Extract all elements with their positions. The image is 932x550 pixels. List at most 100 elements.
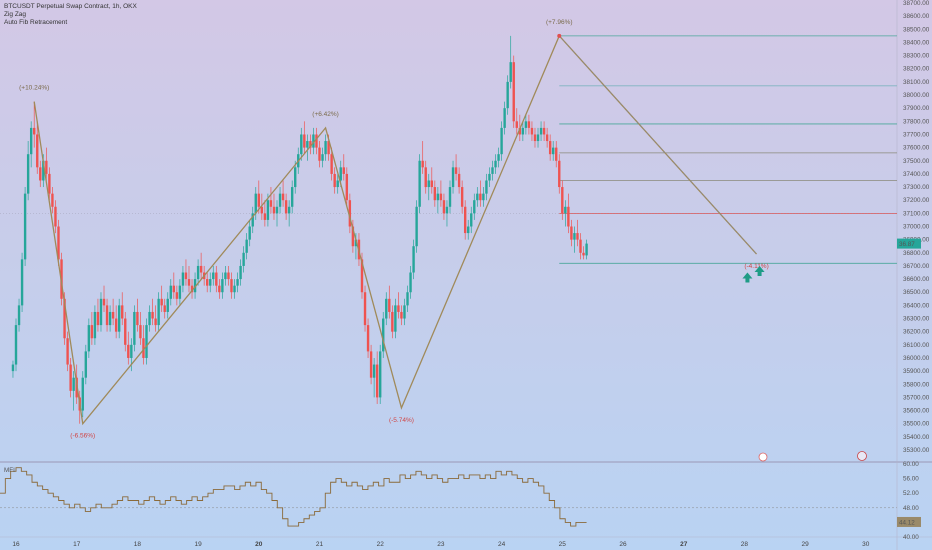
price-tick-label: 37100.00 (903, 210, 930, 217)
candle-body (127, 344, 130, 358)
price-tick-label: 36700.00 (903, 263, 930, 270)
buy-arrow-icon (754, 265, 765, 276)
candle-body (345, 173, 349, 201)
buy-arrow-icon (742, 272, 753, 283)
candle-body (221, 279, 224, 293)
time-tick-label: 21 (316, 541, 324, 548)
candle-body (227, 272, 230, 280)
candle-body (579, 239, 582, 253)
candle-body (582, 252, 585, 256)
candle-body (315, 134, 318, 148)
time-tick-label: 22 (377, 541, 385, 548)
candle-body (433, 187, 437, 201)
candle-body (442, 200, 446, 214)
candle-body (269, 200, 273, 207)
fib-anchor-point (557, 33, 562, 38)
candle-body (196, 265, 200, 280)
candle-body (363, 292, 367, 326)
candle-body (576, 233, 579, 240)
candle-body (142, 338, 145, 358)
candle-body (42, 160, 45, 181)
candle-body (539, 127, 543, 135)
candle-body (184, 272, 188, 280)
candle-body (427, 180, 430, 188)
candle-body (11, 364, 15, 372)
candle-body (448, 187, 452, 207)
candle-body (306, 141, 309, 148)
candle-body (224, 272, 227, 280)
candle-body (163, 305, 166, 312)
price-tick-label: 36800.00 (903, 250, 930, 257)
candle-body (324, 141, 327, 155)
time-tick-label: 16 (12, 541, 20, 548)
candle-body (263, 213, 267, 220)
candle-body (300, 134, 303, 155)
candle-body (181, 272, 185, 286)
candle-body (193, 279, 197, 293)
mfi-badge (897, 516, 921, 527)
candle-body (87, 325, 91, 352)
price-tick-label: 36200.00 (903, 329, 930, 336)
candle-body (503, 108, 506, 128)
price-tick-label: 37000.00 (903, 224, 930, 231)
candle-body (406, 292, 409, 306)
candle-body (479, 193, 482, 201)
candle-body (51, 193, 54, 207)
candle-body (548, 141, 552, 155)
candle-body (114, 318, 118, 332)
candle-body (251, 213, 254, 227)
price-tick-label: 37300.00 (903, 184, 930, 191)
candle-body (84, 351, 88, 378)
zigzag-indicator-label[interactable]: Zig Zag (4, 11, 27, 18)
candle-body (284, 200, 288, 214)
price-tick-label: 35500.00 (903, 421, 930, 428)
fib-indicator-label[interactable]: Auto Fib Retracement (4, 19, 68, 26)
candle-body (385, 298, 388, 319)
candle-body (48, 173, 51, 194)
candle-body (230, 279, 233, 293)
candle-body (26, 154, 30, 194)
zigzag-pivot-label: (+6.42%) (312, 111, 339, 118)
candle-body (524, 121, 528, 128)
candle-body (445, 206, 449, 214)
candle-body (160, 298, 163, 306)
candle-body (66, 338, 69, 365)
candle-body (379, 351, 382, 398)
candle-body (303, 134, 306, 148)
events-icon (758, 452, 768, 462)
symbol-title[interactable]: BTCUSDT Perpetual Swap Contract, 1h, OKX (4, 3, 137, 10)
mfi-tick-label: 40.00 (903, 534, 919, 541)
candle-body (418, 160, 421, 207)
candle-body (463, 206, 467, 234)
price-tick-label: 35900.00 (903, 368, 930, 375)
candle-body (242, 252, 245, 266)
candle-body (521, 127, 525, 135)
candle-body (260, 206, 264, 214)
candle-body (400, 311, 403, 319)
candle-body (124, 318, 127, 345)
candle-body (494, 160, 497, 168)
candle-body (451, 167, 455, 188)
candle-body (318, 147, 321, 161)
zigzag-line (33, 34, 758, 426)
candle-body (254, 193, 257, 214)
candle-body (17, 305, 21, 326)
candle-body (154, 318, 157, 326)
price-tick-label: 35300.00 (903, 447, 930, 454)
candle-body (266, 200, 270, 220)
candle-body (206, 279, 209, 286)
candle-body (473, 200, 476, 214)
candle-body (117, 305, 121, 332)
flag-icon (857, 451, 867, 461)
zigzag-pivot-label: (-5.74%) (389, 417, 414, 424)
price-tick-label: 35400.00 (903, 434, 930, 441)
time-tick-label: 23 (437, 541, 445, 548)
time-tick-label: 29 (801, 541, 809, 548)
candle-body (33, 127, 36, 135)
candle-body (36, 134, 39, 168)
candle-body (533, 134, 537, 142)
price-tick-label: 37600.00 (903, 145, 930, 152)
candle-body (166, 298, 169, 312)
price-tick-label: 37400.00 (903, 171, 930, 178)
